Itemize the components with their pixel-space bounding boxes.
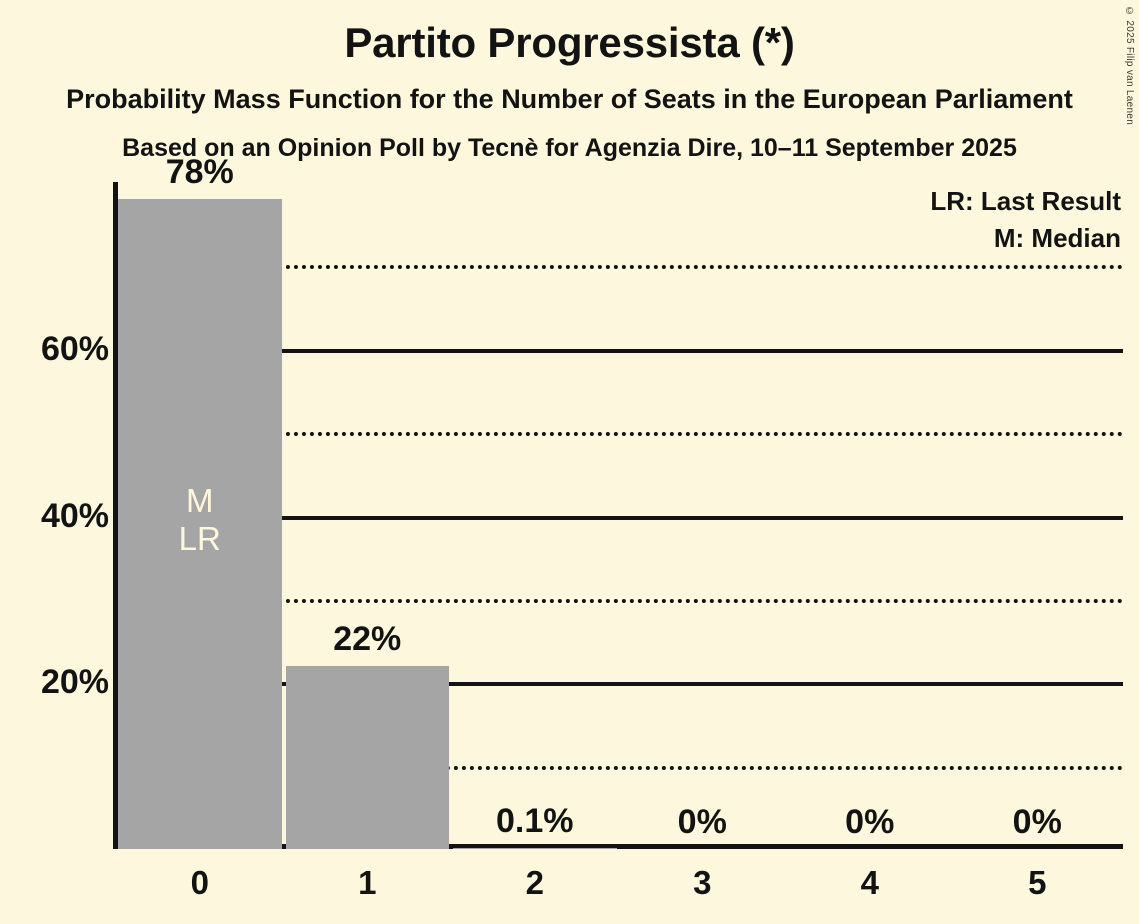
bar-value-label-2: 0.1% [496,802,574,841]
x-axis-tick-label-2: 2 [525,864,544,901]
gridline-solid-40 [118,515,1123,520]
y-axis-line [113,182,118,849]
gridline-solid-20 [118,682,1123,687]
gridline-dotted-70 [118,265,1123,270]
copyright-notice: © 2025 Filip van Laenen [1124,6,1135,126]
x-axis-line [113,844,1123,849]
bar-value-label-5: 0% [1012,803,1062,841]
x-axis-tick-label-0: 0 [190,864,209,901]
x-axis-tick-label-3: 3 [693,864,712,901]
y-axis-tick-label-40: 40% [40,496,109,535]
chart-legend: LR: Last Result M: Median [930,183,1121,257]
y-axis-tick-label-60: 60% [40,329,109,368]
median-marker: M [186,481,214,519]
bar-marker-labels: M LR [118,482,282,559]
bar-seats-1[interactable] [285,665,449,849]
y-axis-tick-label-20: 20% [40,663,109,702]
bar-seats-0[interactable]: M LR [118,198,282,849]
chart-subtitle-source: Based on an Opinion Poll by Tecnè for Ag… [122,134,1017,162]
last-result-marker: LR [178,520,221,558]
legend-item-median: M: Median [993,222,1121,253]
bar-value-label-1: 22% [333,619,402,658]
bar-value-label-3: 0% [677,803,727,841]
x-axis-tick-label-5: 5 [1028,864,1047,901]
bar-seats-2[interactable] [453,848,617,849]
x-axis-tick-label-4: 4 [860,864,879,901]
chart-title: Partito Progressista (*) [344,19,795,66]
x-axis-tick-label-1: 1 [358,864,377,901]
gridline-solid-60 [118,348,1123,353]
bar-value-label-0: 78% [165,152,234,191]
plot-area: M LR [118,182,1123,849]
gridline-dotted-30 [118,598,1123,603]
chart-subtitle-primary: Probability Mass Function for the Number… [66,84,1073,114]
gridline-dotted-10 [118,765,1123,770]
bar-value-label-4: 0% [845,803,895,841]
legend-item-last-result: LR: Last Result [930,186,1121,216]
gridline-dotted-50 [118,432,1123,437]
